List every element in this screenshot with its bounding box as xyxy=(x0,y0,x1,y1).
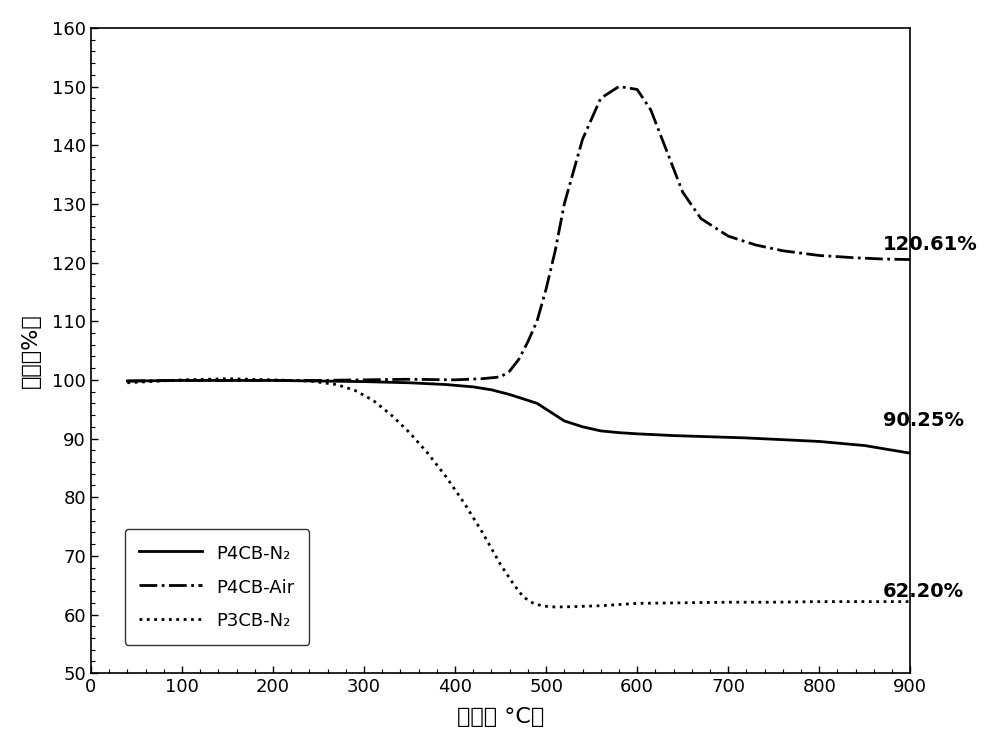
Legend: P4CB-N₂, P4CB-Air, P3CB-N₂: P4CB-N₂, P4CB-Air, P3CB-N₂ xyxy=(125,529,309,645)
Text: 120.61%: 120.61% xyxy=(883,236,978,254)
Text: 90.25%: 90.25% xyxy=(883,411,964,430)
Y-axis label: 质量（%）: 质量（%） xyxy=(21,313,41,388)
X-axis label: 温度（ °C）: 温度（ °C） xyxy=(457,707,544,727)
Text: 62.20%: 62.20% xyxy=(883,581,964,601)
